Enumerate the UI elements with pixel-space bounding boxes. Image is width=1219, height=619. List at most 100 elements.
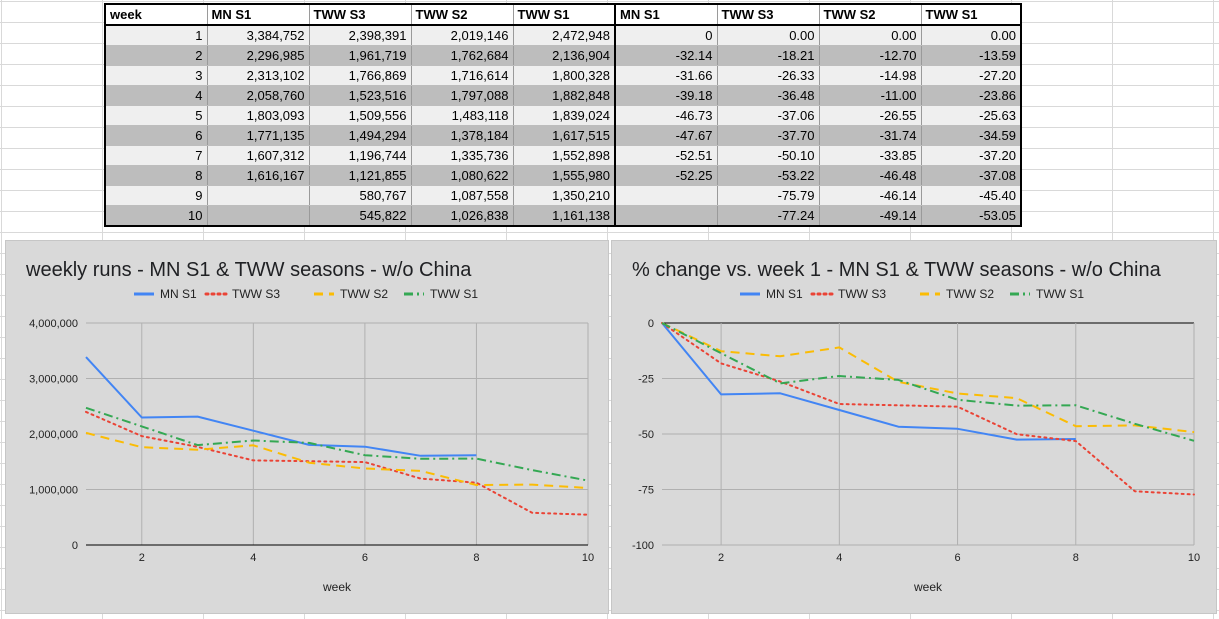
table-cell[interactable]: 3 [105,65,208,86]
table-cell[interactable]: -25.63 [921,105,1022,126]
table-cell[interactable]: 1,523,516 [309,85,412,106]
table-cell[interactable]: -31.66 [615,65,718,86]
table-cell[interactable]: -47.67 [615,125,718,146]
table-cell[interactable]: -34.59 [921,125,1022,146]
table-cell[interactable]: 1,961,719 [309,45,412,66]
table-cell[interactable]: 1,771,135 [207,125,310,146]
table-cell[interactable]: -18.21 [717,45,820,66]
series-line-tww-s1[interactable] [661,322,1195,442]
series-line-tww-s1[interactable] [85,406,589,482]
table-cell[interactable]: -50.10 [717,145,820,166]
legend-entry[interactable]: TWW S2 [946,287,994,301]
series-line-tww-s3[interactable] [661,322,1195,496]
legend-entry[interactable]: TWW S1 [1036,287,1084,301]
table-cell[interactable]: 1,494,294 [309,125,412,146]
table-cell[interactable]: 2,136,904 [513,45,616,66]
table-cell[interactable]: 580,767 [309,185,412,206]
series-line-mn-s1[interactable] [85,356,477,457]
table-cell[interactable]: 2,058,760 [207,85,310,106]
col-header-week[interactable]: week [105,4,208,26]
table-cell[interactable]: -13.59 [921,45,1022,66]
table-cell[interactable]: 545,822 [309,205,412,227]
table-cell[interactable]: 0 [615,25,718,46]
table-cell[interactable]: 4 [105,85,208,106]
table-cell[interactable]: 5 [105,105,208,126]
col-header-pct-mn-s1[interactable]: MN S1 [615,4,718,26]
legend-entry[interactable]: TWW S3 [232,287,280,301]
table-cell[interactable]: 2,398,391 [309,25,412,46]
table-cell[interactable]: 0.00 [819,25,922,46]
table-cell[interactable]: 1,196,744 [309,145,412,166]
table-cell[interactable]: -37.06 [717,105,820,126]
table-cell[interactable]: 1,161,138 [513,205,616,227]
table-cell[interactable]: -53.05 [921,205,1022,227]
table-cell[interactable]: 1,766,869 [309,65,412,86]
table-cell[interactable]: -75.79 [717,185,820,206]
table-cell[interactable]: 1,716,614 [411,65,514,86]
table-cell[interactable]: 1,762,684 [411,45,514,66]
table-cell[interactable]: 1,335,736 [411,145,514,166]
table-cell[interactable]: -37.70 [717,125,820,146]
table-cell[interactable]: -23.86 [921,85,1022,106]
table-cell[interactable]: 0.00 [717,25,820,46]
series-line-tww-s2[interactable] [85,431,589,489]
table-cell[interactable]: 1,026,838 [411,205,514,227]
legend-entry[interactable]: TWW S3 [838,287,886,301]
table-cell[interactable]: -37.20 [921,145,1022,166]
table-cell[interactable]: 1,617,515 [513,125,616,146]
table-cell[interactable]: 1,080,622 [411,165,514,186]
table-cell[interactable]: -39.18 [615,85,718,106]
col-header-runs-tww-s2[interactable]: TWW S2 [411,4,514,26]
table-cell[interactable]: -45.40 [921,185,1022,206]
table-cell[interactable]: -46.73 [615,105,718,126]
table-cell[interactable]: -33.85 [819,145,922,166]
col-header-pct-tww-s3[interactable]: TWW S3 [717,4,820,26]
table-cell[interactable]: 1,350,210 [513,185,616,206]
table-cell[interactable]: -12.70 [819,45,922,66]
table-cell[interactable] [207,205,310,227]
table-cell[interactable]: -52.51 [615,145,718,166]
table-cell[interactable]: -37.08 [921,165,1022,186]
legend-entry[interactable]: MN S1 [766,287,803,301]
table-cell[interactable]: 7 [105,145,208,166]
table-cell[interactable]: 2 [105,45,208,66]
table-cell[interactable]: -52.25 [615,165,718,186]
table-cell[interactable]: -11.00 [819,85,922,106]
table-cell[interactable]: 1,509,556 [309,105,412,126]
table-cell[interactable] [615,205,718,227]
table-cell[interactable]: 2,019,146 [411,25,514,46]
table-cell[interactable]: 1,087,558 [411,185,514,206]
table-cell[interactable]: -46.48 [819,165,922,186]
table-cell[interactable]: -46.14 [819,185,922,206]
table-cell[interactable]: 8 [105,165,208,186]
table-cell[interactable]: 6 [105,125,208,146]
weekly-runs-chart[interactable]: weekly runs - MN S1 & TWW seasons - w/o … [5,240,609,614]
table-cell[interactable]: 1,378,184 [411,125,514,146]
col-header-runs-mn-s1[interactable]: MN S1 [207,4,310,26]
table-cell[interactable]: -36.48 [717,85,820,106]
table-cell[interactable]: 1,797,088 [411,85,514,106]
table-cell[interactable]: 10 [105,205,208,227]
table-cell[interactable]: -26.55 [819,105,922,126]
series-line-tww-s2[interactable] [661,322,1195,434]
table-cell[interactable]: 1,552,898 [513,145,616,166]
legend-entry[interactable]: TWW S2 [340,287,388,301]
col-header-runs-tww-s1[interactable]: TWW S1 [513,4,616,26]
table-cell[interactable]: 1,800,328 [513,65,616,86]
table-cell[interactable]: 1 [105,25,208,46]
table-cell[interactable]: -14.98 [819,65,922,86]
table-cell[interactable]: 1,121,855 [309,165,412,186]
table-cell[interactable]: 3,384,752 [207,25,310,46]
table-cell[interactable]: 1,839,024 [513,105,616,126]
pct-change-chart[interactable]: % change vs. week 1 - MN S1 & TWW season… [611,240,1217,614]
table-cell[interactable] [207,185,310,206]
series-line-tww-s3[interactable] [85,410,589,516]
table-cell[interactable]: 2,313,102 [207,65,310,86]
col-header-pct-tww-s1[interactable]: TWW S1 [921,4,1022,26]
table-cell[interactable]: -27.20 [921,65,1022,86]
table-cell[interactable]: 2,472,948 [513,25,616,46]
table-cell[interactable] [615,185,718,206]
table-cell[interactable]: -49.14 [819,205,922,227]
legend-entry[interactable]: TWW S1 [430,287,478,301]
table-cell[interactable]: 1,555,980 [513,165,616,186]
